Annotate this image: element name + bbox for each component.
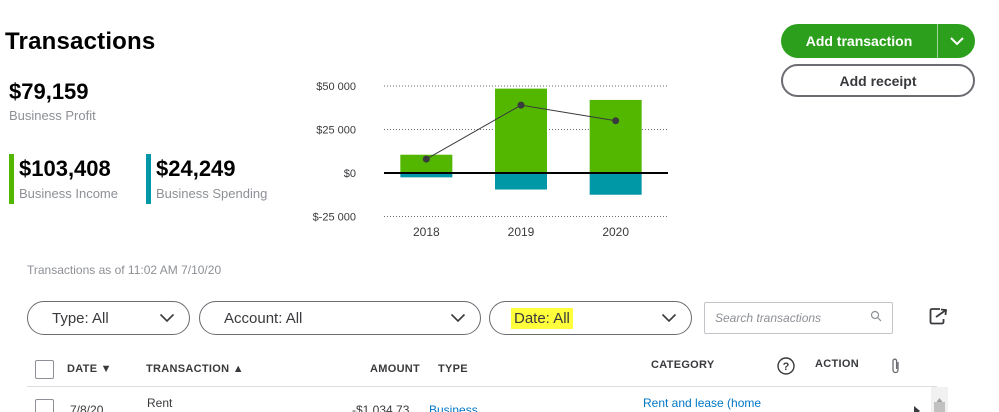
type-filter-dropdown[interactable]: Type: All (27, 301, 190, 335)
y-tick-label: $25 000 (316, 125, 356, 137)
row-category[interactable]: Rent and lease (home (643, 396, 762, 410)
add-receipt-button[interactable]: Add receipt (781, 64, 975, 97)
income-bar (400, 154, 453, 173)
business-profit-value: $79,159 (9, 79, 89, 104)
spending-bar (589, 173, 642, 195)
svg-text:?: ? (783, 361, 790, 373)
row-type[interactable]: Business (429, 403, 478, 412)
account-filter-label: Account: All (224, 309, 303, 327)
page-title: Transactions (5, 28, 156, 55)
row-amount: -$1,034.73 (352, 403, 410, 412)
type-filter-label: Type: All (52, 309, 109, 327)
column-header-action: ACTION (815, 358, 859, 370)
chevron-down-icon (450, 313, 466, 323)
search-icon[interactable] (870, 309, 882, 327)
table-scrollbar[interactable] (931, 387, 948, 412)
profit-point (517, 101, 525, 109)
profit-point (612, 117, 620, 125)
attachment-icon[interactable] (890, 357, 902, 380)
scrollbar-thumb[interactable] (934, 402, 945, 412)
export-icon[interactable] (928, 306, 948, 331)
income-indicator-bar (9, 154, 14, 204)
chevron-down-icon (159, 313, 175, 323)
income-bar (495, 88, 547, 173)
select-all-checkbox[interactable] (35, 360, 54, 379)
y-tick-label: $-25 000 (313, 212, 356, 224)
row-expand-icon[interactable] (914, 403, 920, 412)
spending-indicator-bar (146, 154, 151, 204)
search-input[interactable] (715, 311, 860, 325)
x-tick-label: 2018 (413, 225, 440, 239)
spending-bar (495, 173, 547, 190)
add-transaction-button[interactable]: Add transaction (781, 24, 975, 58)
column-header-type[interactable]: TYPE (438, 363, 468, 375)
profit-point (422, 155, 430, 163)
add-transaction-label[interactable]: Add transaction (805, 33, 913, 49)
business-profit-label: Business Profit (9, 108, 96, 123)
y-tick-label: $50 000 (316, 81, 356, 93)
business-income-label: Business Income (19, 186, 118, 201)
button-divider (937, 24, 938, 58)
x-tick-label: 2020 (602, 225, 629, 239)
x-tick-label: 2019 (508, 225, 535, 239)
row-transaction: Rent (147, 396, 173, 410)
as-of-timestamp: Transactions as of 11:02 AM 7/10/20 (27, 263, 222, 277)
income-spending-chart: $50 000 $25 000 $0 $-25 000 2018 2019 2020 (313, 81, 668, 239)
business-spending-value: $24,249 (156, 156, 236, 181)
column-header-category[interactable]: CATEGORY (651, 359, 715, 371)
business-spending-label: Business Spending (156, 186, 268, 201)
date-filter-label: Date: All (511, 307, 573, 329)
date-filter-dropdown[interactable]: Date: All (489, 301, 692, 335)
table-header-divider (27, 386, 937, 387)
account-filter-dropdown[interactable]: Account: All (199, 301, 481, 335)
chevron-down-icon[interactable] (938, 24, 975, 58)
chevron-down-icon (661, 313, 677, 323)
help-icon[interactable]: ? (777, 357, 795, 380)
row-date: 7/8/20 (70, 403, 104, 412)
search-box[interactable] (704, 302, 893, 334)
y-tick-label: $0 (344, 168, 356, 180)
row-checkbox[interactable] (35, 399, 54, 412)
income-bar (589, 99, 642, 173)
column-header-transaction[interactable]: TRANSACTION ▲ (146, 363, 244, 375)
business-income-value: $103,408 (19, 156, 111, 181)
column-header-date[interactable]: DATE ▼ (67, 363, 112, 375)
spending-bar (400, 173, 453, 178)
column-header-amount[interactable]: AMOUNT (370, 363, 421, 375)
